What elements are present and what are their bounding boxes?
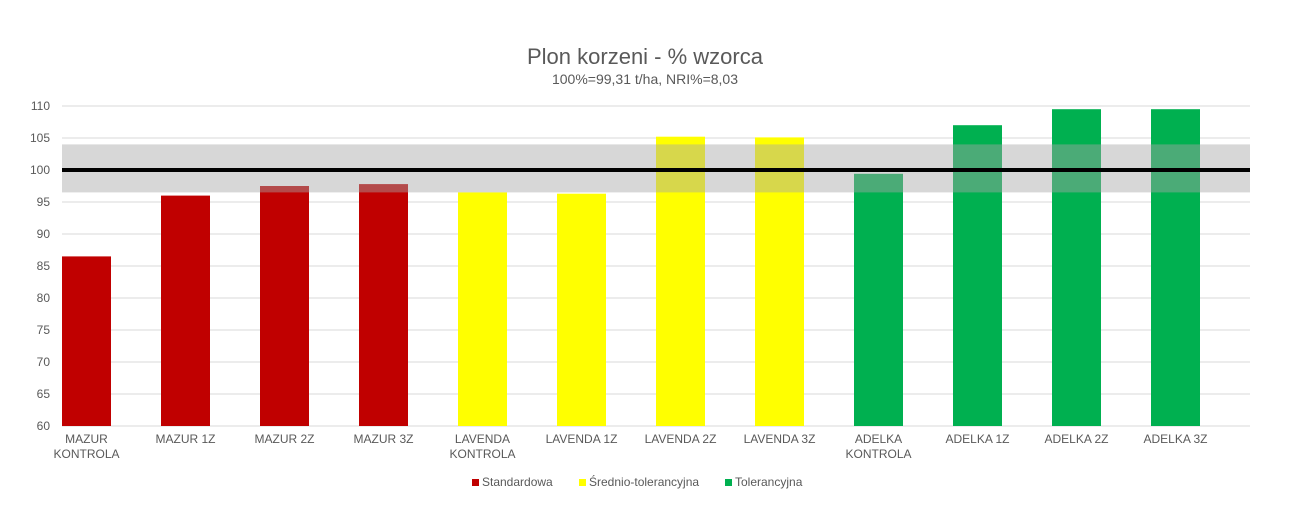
category-label: ADELKA KONTROLA — [845, 432, 911, 461]
category-label: LAVENDA 2Z — [645, 432, 717, 446]
bar — [557, 193, 606, 426]
y-tick-label: 100 — [30, 163, 50, 177]
bar — [161, 195, 210, 426]
category-label: ADELKA 2Z — [1044, 432, 1108, 446]
y-tick-label: 105 — [30, 131, 50, 145]
legend-label: Tolerancyjna — [735, 475, 803, 489]
legend-label: Średnio-tolerancyjna — [589, 474, 699, 489]
category-label: ADELKA 1Z — [945, 432, 1009, 446]
y-tick-label: 85 — [37, 259, 51, 273]
chart-subtitle: 100%=99,31 t/ha, NRI%=8,03 — [552, 71, 738, 87]
legend-swatch — [579, 479, 586, 486]
bar — [260, 186, 309, 426]
y-tick-label: 95 — [37, 195, 51, 209]
bar — [1052, 109, 1101, 426]
bar — [359, 184, 408, 426]
y-tick-label: 80 — [37, 291, 51, 305]
category-label: LAVENDA 3Z — [744, 432, 816, 446]
bar — [458, 192, 507, 426]
y-tick-label: 65 — [37, 387, 51, 401]
x-axis: MAZUR KONTROLA MAZUR 1Z MAZUR 2Z MAZUR 3Z LAV… — [53, 432, 1207, 461]
category-label: MAZUR 1Z — [156, 432, 216, 446]
y-tick-label: 75 — [37, 323, 51, 337]
bars — [62, 109, 1200, 426]
y-tick-label: 90 — [37, 227, 51, 241]
legend-label: Standardowa — [482, 475, 553, 489]
legend-swatch — [725, 479, 732, 486]
legend-swatch — [472, 479, 479, 486]
bar — [755, 137, 804, 426]
bar — [953, 125, 1002, 426]
category-label: ADELKA 3Z — [1143, 432, 1207, 446]
y-tick-label: 60 — [37, 419, 51, 433]
bar — [1151, 109, 1200, 426]
bar — [656, 136, 705, 426]
bar — [62, 256, 111, 426]
category-label: MAZUR KONTROLA — [53, 432, 119, 461]
category-label: LAVENDA 1Z — [546, 432, 618, 446]
legend: Standardowa Średnio-tolerancyjna Tolerancy… — [472, 474, 803, 489]
y-tick-label: 110 — [31, 99, 50, 113]
category-label: MAZUR 3Z — [354, 432, 414, 446]
y-axis: 60 65 70 75 80 85 90 95 100 105 110 — [30, 99, 50, 433]
chart-title: Plon korzeni - % wzorca — [527, 44, 764, 69]
bar — [854, 173, 903, 426]
y-tick-label: 70 — [37, 355, 51, 369]
category-label: LAVENDA KONTROLA — [449, 432, 515, 461]
category-label: MAZUR 2Z — [255, 432, 315, 446]
